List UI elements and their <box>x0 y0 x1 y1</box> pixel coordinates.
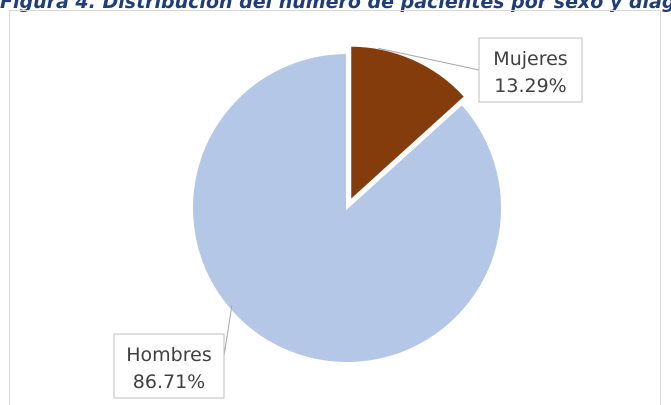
chart-title: Figura 4. Distribución del número de pac… <box>0 0 671 13</box>
data-label-value: 13.29% <box>494 75 566 97</box>
pie-slice-hombres <box>191 51 503 364</box>
data-label-box-mujeres <box>478 37 583 103</box>
chart-frame <box>9 10 661 405</box>
data-label-box-hombres <box>113 333 225 399</box>
leader-line-mujeres <box>377 47 480 71</box>
leader-line-hombres <box>223 305 233 357</box>
data-label-value: 86.71% <box>133 371 205 393</box>
pie-slice-mujeres <box>349 44 467 203</box>
data-label-category: Hombres <box>126 344 211 366</box>
data-label-category: Mujeres <box>493 48 567 70</box>
